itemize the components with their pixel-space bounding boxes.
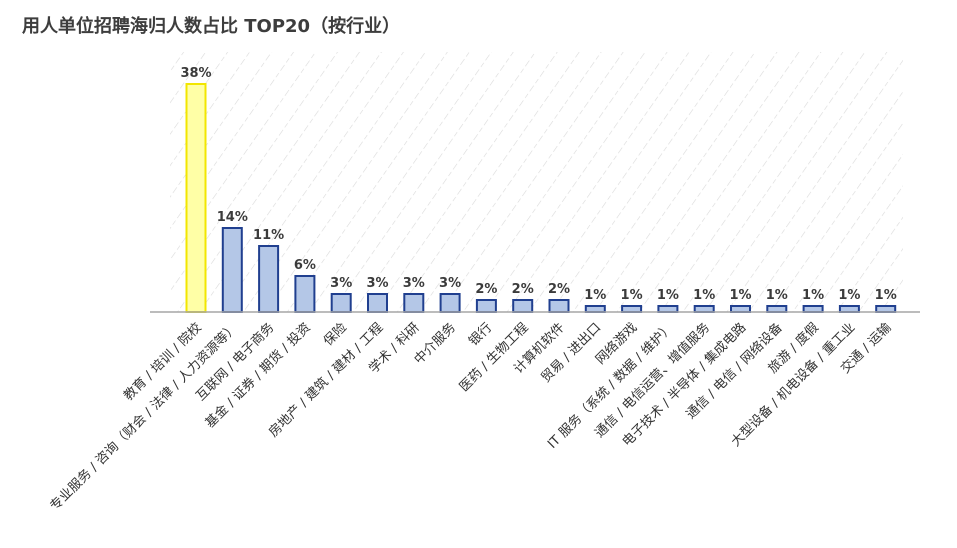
bar-14 bbox=[657, 305, 679, 313]
value-label-1: 38% bbox=[180, 66, 211, 81]
bar-10 bbox=[512, 299, 534, 313]
value-label-19: 1% bbox=[838, 288, 860, 303]
bar-8 bbox=[439, 293, 461, 313]
bar-12 bbox=[584, 305, 606, 313]
bar-9 bbox=[475, 299, 497, 313]
bar-2 bbox=[221, 227, 243, 313]
bar-6 bbox=[367, 293, 388, 313]
bar-17 bbox=[766, 305, 788, 313]
bar-3 bbox=[258, 245, 280, 313]
value-label-14: 1% bbox=[657, 288, 679, 303]
value-label-17: 1% bbox=[766, 288, 788, 303]
chart-title: 用人单位招聘海归人数占比 TOP20（按行业） bbox=[22, 16, 401, 37]
value-label-10: 2% bbox=[512, 282, 534, 297]
value-label-4: 6% bbox=[294, 258, 316, 273]
value-label-13: 1% bbox=[621, 288, 643, 303]
bar-15 bbox=[693, 305, 715, 313]
plot-area-hatch bbox=[170, 52, 903, 312]
value-label-16: 1% bbox=[729, 288, 751, 303]
bar-4 bbox=[294, 275, 316, 313]
bar-13 bbox=[621, 305, 643, 313]
category-label-9: 银行 bbox=[466, 320, 495, 349]
bar-11 bbox=[548, 299, 570, 313]
value-label-7: 3% bbox=[403, 276, 425, 291]
value-label-15: 1% bbox=[693, 288, 715, 303]
value-label-20: 1% bbox=[875, 288, 897, 303]
value-label-3: 11% bbox=[253, 228, 284, 243]
value-label-5: 3% bbox=[330, 276, 352, 291]
value-label-11: 2% bbox=[548, 282, 570, 297]
bar-1 bbox=[185, 83, 207, 313]
value-label-6: 3% bbox=[366, 276, 388, 291]
value-label-12: 1% bbox=[584, 288, 606, 303]
bar-7 bbox=[403, 293, 425, 313]
bar-19 bbox=[838, 305, 860, 313]
bar-5 bbox=[330, 293, 352, 313]
value-label-8: 3% bbox=[439, 276, 461, 291]
value-label-9: 2% bbox=[475, 282, 497, 297]
value-label-2: 14% bbox=[217, 210, 248, 225]
bar-20 bbox=[875, 305, 897, 313]
category-label-5: 保险 bbox=[321, 320, 350, 349]
bar-18 bbox=[802, 305, 824, 313]
bar-16 bbox=[730, 305, 751, 313]
value-label-18: 1% bbox=[802, 288, 824, 303]
